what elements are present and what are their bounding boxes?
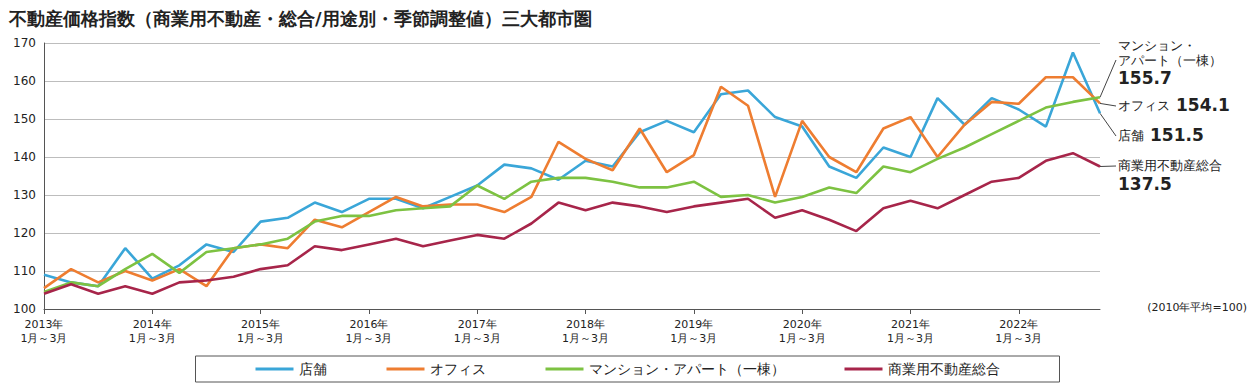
- svg-text:2018年: 2018年: [566, 318, 605, 331]
- svg-text:商業用不動産総合: 商業用不動産総合: [888, 361, 1000, 377]
- svg-text:2016年: 2016年: [349, 318, 388, 331]
- svg-text:店舗: 店舗: [299, 361, 327, 377]
- svg-text:1月～3月: 1月～3月: [670, 332, 717, 345]
- svg-text:2022年: 2022年: [999, 318, 1038, 331]
- svg-text:170: 170: [13, 36, 36, 50]
- svg-text:オフィス: オフィス: [1118, 98, 1170, 113]
- svg-text:2017年: 2017年: [458, 318, 497, 331]
- svg-text:1月～3月: 1月～3月: [21, 332, 68, 345]
- svg-text:1月～3月: 1月～3月: [237, 332, 284, 345]
- svg-text:マンション・アパート（一棟）: マンション・アパート（一棟）: [589, 361, 785, 377]
- svg-text:1月～3月: 1月～3月: [562, 332, 609, 345]
- svg-text:100: 100: [13, 302, 36, 316]
- svg-text:2013年: 2013年: [25, 318, 64, 331]
- svg-text:不動産価格指数（商業用不動産・総合/用途別・季節調整値）三大: 不動産価格指数（商業用不動産・総合/用途別・季節調整値）三大都市圏: [8, 8, 592, 29]
- svg-text:151.5: 151.5: [1150, 125, 1204, 145]
- svg-text:1月～3月: 1月～3月: [995, 332, 1042, 345]
- svg-text:1月～3月: 1月～3月: [887, 332, 934, 345]
- svg-text:2015年: 2015年: [241, 318, 280, 331]
- svg-text:160: 160: [13, 74, 36, 88]
- svg-text:1月～3月: 1月～3月: [779, 332, 826, 345]
- svg-text:150: 150: [13, 112, 36, 126]
- svg-text:137.5: 137.5: [1118, 174, 1172, 194]
- svg-text:2019年: 2019年: [674, 318, 713, 331]
- svg-text:店舗: 店舗: [1118, 128, 1144, 143]
- svg-text:(2010年平均=100): (2010年平均=100): [1147, 301, 1247, 314]
- svg-text:2021年: 2021年: [891, 318, 930, 331]
- svg-text:1月～3月: 1月～3月: [129, 332, 176, 345]
- svg-text:155.7: 155.7: [1118, 68, 1172, 88]
- svg-text:130: 130: [13, 188, 36, 202]
- svg-text:マンション・: マンション・: [1118, 38, 1196, 53]
- svg-text:1月～3月: 1月～3月: [454, 332, 501, 345]
- svg-text:120: 120: [13, 226, 36, 240]
- svg-text:1月～3月: 1月～3月: [345, 332, 392, 345]
- svg-text:オフィス: オフィス: [430, 361, 486, 377]
- svg-text:アパート（一棟）: アパート（一棟）: [1118, 53, 1222, 68]
- svg-text:2020年: 2020年: [783, 318, 822, 331]
- svg-text:154.1: 154.1: [1176, 95, 1230, 115]
- svg-text:110: 110: [13, 264, 36, 278]
- svg-text:2014年: 2014年: [133, 318, 172, 331]
- svg-text:140: 140: [13, 150, 36, 164]
- svg-text:商業用不動産総合: 商業用不動産総合: [1118, 158, 1222, 173]
